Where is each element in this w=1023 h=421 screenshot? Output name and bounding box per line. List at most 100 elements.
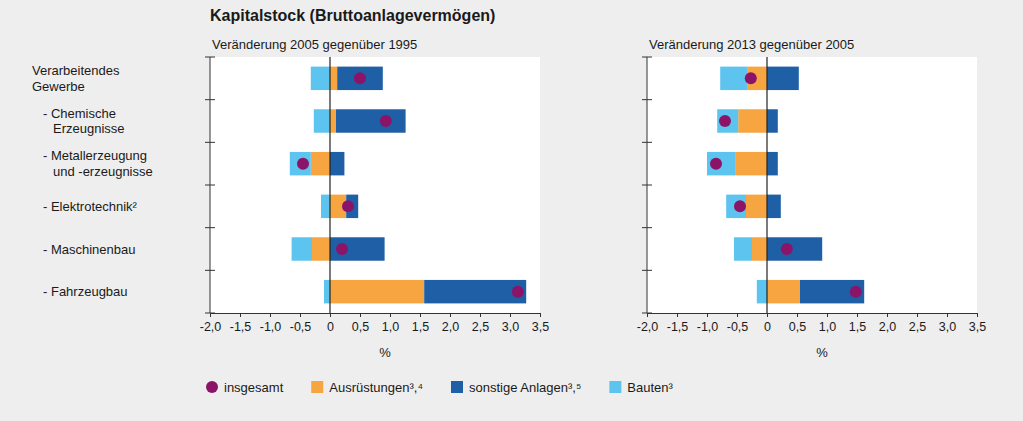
category-label-line: Gewerbe [32, 79, 85, 94]
background [0, 0, 1023, 421]
y-axis: VerarbeitendesGewerbe - ChemischeErzeugni… [32, 63, 210, 299]
bar [767, 280, 800, 303]
tick-label: -1,0 [260, 320, 282, 334]
x-tick: 2,0 [879, 313, 896, 334]
x-tick: -1,5 [230, 313, 252, 334]
x-axis-line [648, 313, 978, 314]
bar [707, 152, 736, 175]
bar [767, 109, 778, 132]
title: Kapitalstock (Bruttoanlagevermögen) [210, 7, 495, 24]
category-label-line: - Chemische [43, 106, 116, 121]
tick-mark [707, 313, 708, 317]
category-label: - Metallerzeugungund -erzeugnisse [43, 148, 153, 179]
x-axis: -2,0-1,5-1,0-0,500,51,01,52,02,53,03,5 [637, 313, 987, 334]
plot-area [210, 57, 540, 313]
dot [354, 72, 366, 84]
category-separator [205, 227, 215, 228]
bar [767, 67, 799, 90]
category-separator [642, 99, 652, 100]
tick-label: 0 [327, 320, 334, 334]
x-tick: 1,0 [819, 313, 836, 334]
dot [342, 200, 354, 212]
bar [800, 280, 864, 303]
bar [292, 237, 312, 260]
tick-mark [480, 313, 481, 317]
panel: Veränderung 2005 gegenüber 1995Verarbeit… [32, 37, 549, 360]
category-label-line: und -erzeugnisse [53, 164, 153, 179]
bar [321, 195, 330, 218]
x-tick: -2,0 [637, 313, 659, 334]
bar [720, 67, 748, 90]
tick-label: 2,0 [879, 320, 896, 334]
dot [734, 200, 746, 212]
x-axis-title: % [816, 345, 828, 360]
tick-mark [300, 313, 301, 317]
x-tick: -1,0 [697, 313, 719, 334]
tick-label: 3,0 [939, 320, 956, 334]
legend-marker [609, 381, 621, 393]
category-label-line: - Elektrotechnik² [43, 199, 138, 214]
legend-item: insgesamt [206, 380, 284, 395]
bar [324, 280, 330, 303]
category-separator [205, 142, 215, 143]
bar [311, 67, 330, 90]
legend-marker [311, 381, 323, 393]
legend-item: Bauten³ [609, 380, 673, 395]
bar [726, 195, 746, 218]
bar [311, 152, 330, 175]
tick-mark [540, 313, 541, 317]
dot [336, 243, 348, 255]
x-tick: 0,5 [789, 313, 806, 334]
category-separator [205, 99, 215, 100]
tick-label: -0,5 [727, 320, 749, 334]
tick-label: -2,0 [200, 320, 222, 334]
plot-area [647, 57, 977, 313]
tick-mark [240, 313, 241, 317]
bar [330, 280, 424, 303]
tick-mark [857, 313, 858, 317]
category-separator [642, 57, 652, 58]
tick-label: 0,5 [789, 320, 806, 334]
bar [330, 152, 344, 175]
bar [757, 280, 767, 303]
bar [767, 237, 822, 260]
category-separator [642, 227, 652, 228]
tick-label: 0 [764, 320, 771, 334]
bar [314, 109, 330, 132]
x-tick: -2,0 [200, 313, 222, 334]
tick-mark [420, 313, 421, 317]
tick-mark [677, 313, 678, 317]
legend-label: sonstige Anlagen³,⁵ [469, 380, 581, 395]
bar [312, 237, 330, 260]
category-label: VerarbeitendesGewerbe [32, 63, 120, 94]
bar [330, 237, 385, 260]
y-axis [647, 78, 648, 291]
marks [710, 72, 862, 297]
x-tick: 3,0 [939, 313, 956, 334]
category-label: - Fahrzeugbau [43, 284, 128, 299]
bar [330, 109, 336, 132]
dot [850, 286, 862, 298]
tick-mark [797, 313, 798, 317]
legend: insgesamtAusrüstungen³,⁴sonstige Anlagen… [206, 380, 674, 395]
legend-marker [451, 381, 463, 393]
tick-label: 1,0 [382, 320, 399, 334]
tick-label: 3,0 [502, 320, 519, 334]
category-separator [205, 270, 215, 271]
category-separator [642, 185, 652, 186]
bar [767, 195, 781, 218]
tick-label: 2,5 [909, 320, 926, 334]
bar [717, 109, 738, 132]
x-tick: 0 [764, 313, 771, 334]
tick-label: -0,5 [290, 320, 312, 334]
category-separator [642, 270, 652, 271]
category-label-line: Verarbeitendes [32, 63, 120, 78]
x-tick: -0,5 [290, 313, 312, 334]
bar [738, 109, 767, 132]
tick-mark [270, 313, 271, 317]
bar [336, 109, 406, 132]
legend-item: sonstige Anlagen³,⁵ [451, 380, 581, 395]
marks [290, 67, 526, 304]
category-label: - Elektrotechnik² [43, 199, 138, 214]
category-label-line: Erzeugnisse [53, 121, 125, 136]
